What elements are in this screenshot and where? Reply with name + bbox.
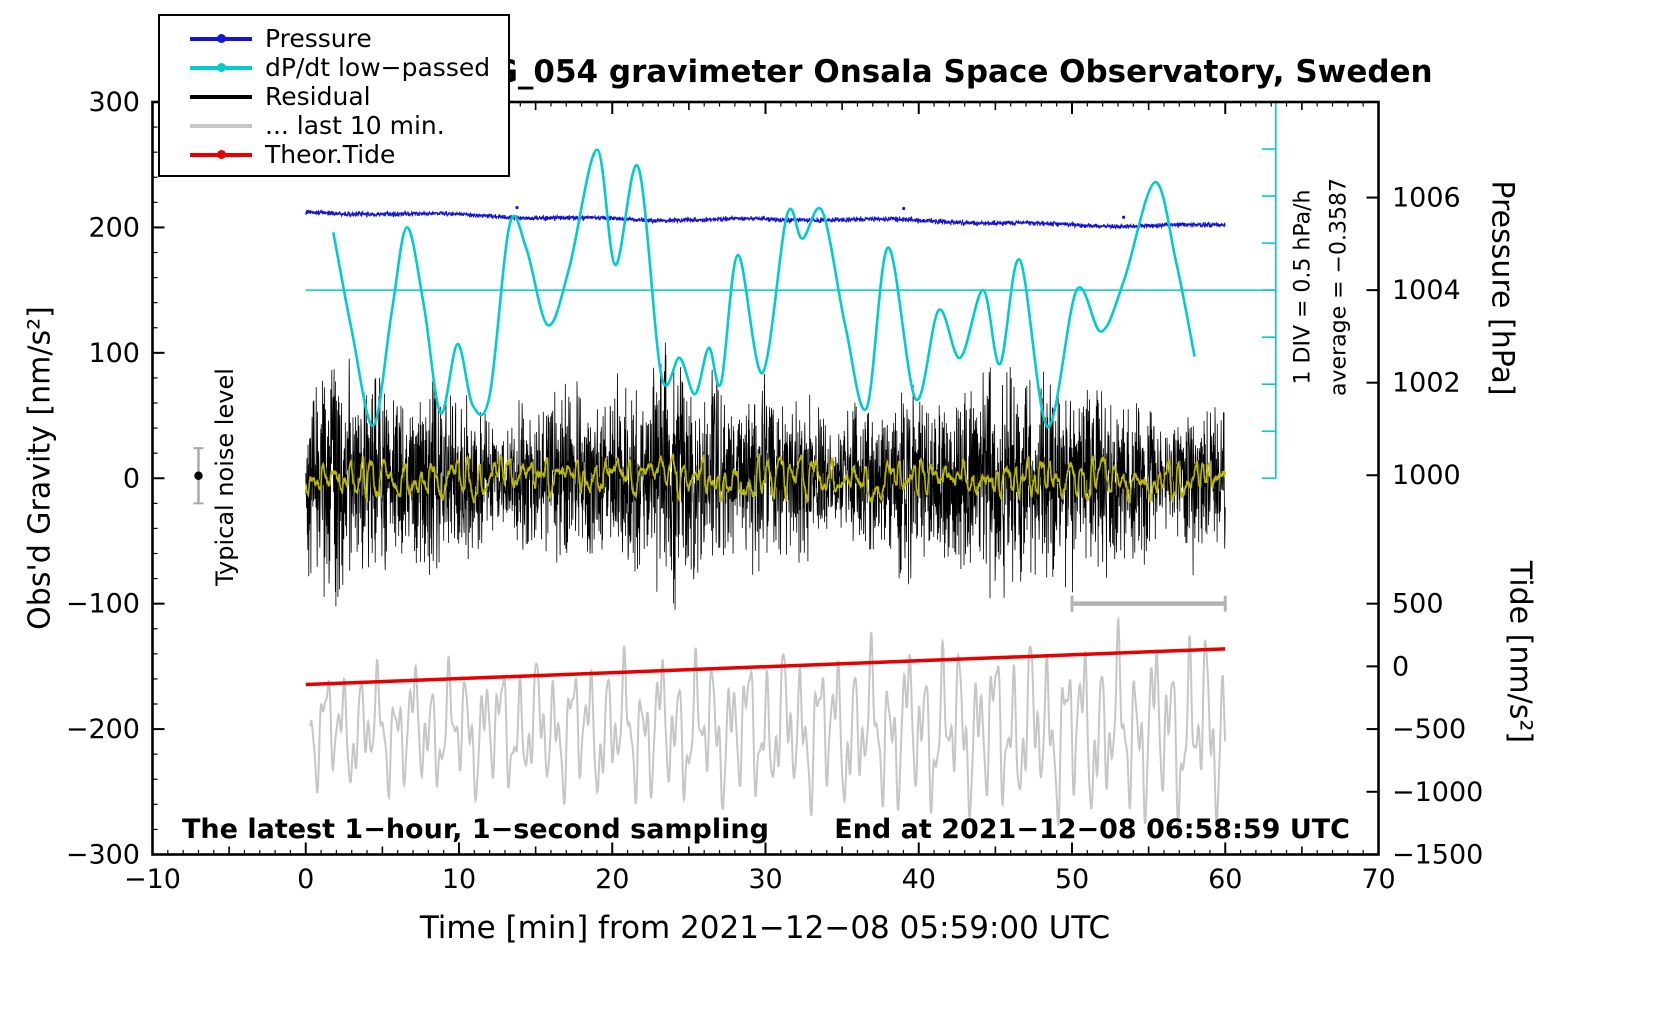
svg-text:1000: 1000 bbox=[1392, 460, 1461, 491]
svg-text:60: 60 bbox=[1208, 864, 1242, 895]
svg-text:30: 30 bbox=[748, 864, 782, 895]
legend-item-theortide: Theor.Tide bbox=[160, 140, 508, 169]
dpdt-marker-dot bbox=[217, 62, 226, 72]
svg-text:100: 100 bbox=[88, 338, 140, 369]
pressure-marker-dot bbox=[217, 33, 226, 43]
average-note: average = −0.3587 bbox=[1326, 178, 1352, 396]
svg-text:40: 40 bbox=[902, 864, 936, 895]
y-axis-title-gravity: Obs'd Gravity [nm/s²] bbox=[22, 306, 58, 630]
theortide-line-icon bbox=[190, 149, 252, 159]
legend-item-pressure: Pressure bbox=[160, 24, 508, 53]
svg-text:0: 0 bbox=[297, 864, 314, 895]
svg-text:200: 200 bbox=[88, 212, 140, 243]
svg-text:500: 500 bbox=[1392, 589, 1444, 620]
svg-text:70: 70 bbox=[1361, 864, 1395, 895]
legend-item-residual: Residual bbox=[160, 82, 508, 111]
legend-item-dpdt: dP/dt low−passed bbox=[160, 53, 508, 82]
legend: Pressure dP/dt low−passed Residual ... l… bbox=[158, 14, 510, 177]
svg-text:−300: −300 bbox=[66, 840, 140, 871]
svg-text:0: 0 bbox=[1392, 651, 1409, 682]
svg-text:300: 300 bbox=[88, 87, 140, 118]
theortide-marker-dot bbox=[217, 149, 226, 159]
svg-text:−1500: −1500 bbox=[1392, 840, 1483, 871]
svg-text:−100: −100 bbox=[66, 589, 140, 620]
svg-text:−1000: −1000 bbox=[1392, 777, 1483, 808]
x-axis-title: Time [min] from 2021−12−08 05:59:00 UTC bbox=[419, 910, 1111, 946]
svg-text:50: 50 bbox=[1055, 864, 1089, 895]
chart-title: SCG_054 gravimeter Onsala Space Observat… bbox=[447, 54, 1433, 90]
end-time-note: End at 2021−12−08 06:58:59 UTC bbox=[834, 814, 1350, 845]
svg-text:−200: −200 bbox=[66, 714, 140, 745]
pressure-line-icon bbox=[190, 33, 252, 43]
last10min-line-icon bbox=[190, 123, 252, 128]
svg-text:−10: −10 bbox=[124, 864, 181, 895]
legend-label-pressure: Pressure bbox=[265, 24, 372, 53]
svg-text:1002: 1002 bbox=[1392, 368, 1461, 399]
dpdt-line-icon bbox=[190, 62, 252, 72]
sampling-note: The latest 1−hour, 1−second sampling bbox=[182, 814, 769, 845]
legend-label-dpdt: dP/dt low−passed bbox=[265, 53, 491, 82]
legend-item-last10min: ... last 10 min. bbox=[160, 111, 508, 140]
legend-label-theortide: Theor.Tide bbox=[265, 140, 396, 169]
svg-text:1004: 1004 bbox=[1392, 275, 1461, 306]
y-axis-title-pressure: Pressure [hPa] bbox=[1484, 180, 1520, 396]
svg-text:0: 0 bbox=[123, 463, 140, 494]
noise-level-note: Typical noise level bbox=[211, 368, 239, 586]
svg-text:−500: −500 bbox=[1392, 714, 1466, 745]
svg-text:20: 20 bbox=[595, 864, 629, 895]
svg-text:1006: 1006 bbox=[1392, 183, 1461, 214]
residual-line-icon bbox=[190, 94, 252, 99]
div-scale-note: 1 DIV = 0.5 hPa/h bbox=[1290, 189, 1316, 385]
svg-text:10: 10 bbox=[442, 864, 476, 895]
legend-label-last10min: ... last 10 min. bbox=[265, 111, 445, 140]
legend-label-residual: Residual bbox=[265, 82, 371, 111]
y-axis-title-tide: Tide [nm/s²] bbox=[1502, 560, 1538, 744]
